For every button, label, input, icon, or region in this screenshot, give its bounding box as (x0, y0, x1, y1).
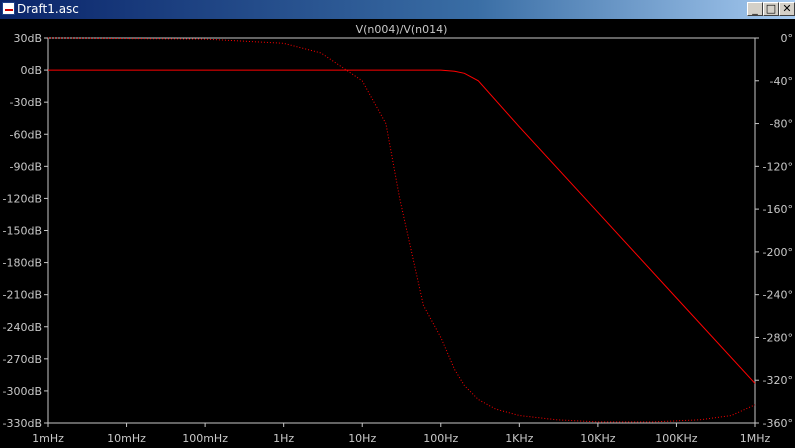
y-left-tick-label: -120dB (3, 192, 43, 205)
y-right-tick-label: -80° (770, 118, 793, 131)
x-tick-label: 1Hz (273, 432, 294, 445)
y-left-tick-label: -240dB (3, 321, 43, 334)
y-right-tick-label: -320° (763, 374, 793, 387)
x-tick-label: 100mHz (182, 432, 228, 445)
x-tick-label: 10Hz (348, 432, 376, 445)
chart-title: V(n004)/V(n014) (356, 23, 448, 36)
y-right-tick-label: -120° (763, 160, 793, 173)
y-right-tick-label: -240° (763, 289, 793, 302)
y-right-tick-label: -200° (763, 246, 793, 259)
y-left-tick-label: -180dB (3, 257, 43, 270)
window-title: Draft1.asc (17, 2, 79, 16)
x-tick-label: 100KHz (655, 432, 697, 445)
y-left-tick-label: -150dB (3, 225, 43, 238)
x-tick-label: 10mHz (107, 432, 146, 445)
schematic-icon (2, 2, 15, 15)
y-left-tick-label: -90dB (10, 160, 43, 173)
close-button[interactable]: ✕ (779, 2, 795, 16)
title-bar: Draft1.asc _ □ ✕ (0, 0, 795, 19)
y-right-tick-label: -360° (763, 417, 793, 430)
minimize-button[interactable]: _ (747, 2, 763, 16)
magnitude-trace (48, 69, 756, 384)
x-tick-label: 1mHz (32, 432, 64, 445)
bode-plot[interactable]: V(n004)/V(n014) 30dB 0dB -30dB -60dB -90dB -12… (0, 19, 795, 448)
y-right-tick-label: -280° (763, 331, 793, 344)
x-tick-label: 1KHz (505, 432, 533, 445)
y-left-tick-label: -60dB (10, 128, 43, 141)
y-left-tick-label: 30dB (13, 32, 42, 45)
y-right-tick-label: -160° (763, 203, 793, 216)
y-right-tick-label: 0° (781, 32, 794, 45)
y-right-tick-label: -40° (770, 75, 793, 88)
y-left-tick-label: -210dB (3, 289, 43, 302)
phase-trace (47, 37, 756, 423)
x-tick-label: 1MHz (740, 432, 771, 445)
y-left-tick-label: -300dB (3, 385, 43, 398)
y-left-tick-label: -330dB (3, 417, 43, 430)
y-left-tick-label: 0dB (20, 64, 42, 77)
maximize-button[interactable]: □ (763, 2, 779, 16)
x-tick-label: 10KHz (580, 432, 615, 445)
plot-frame (47, 37, 756, 424)
x-tick-label: 100Hz (423, 432, 458, 445)
y-left-tick-label: -30dB (10, 96, 43, 109)
y-left-tick-label: -270dB (3, 353, 43, 366)
